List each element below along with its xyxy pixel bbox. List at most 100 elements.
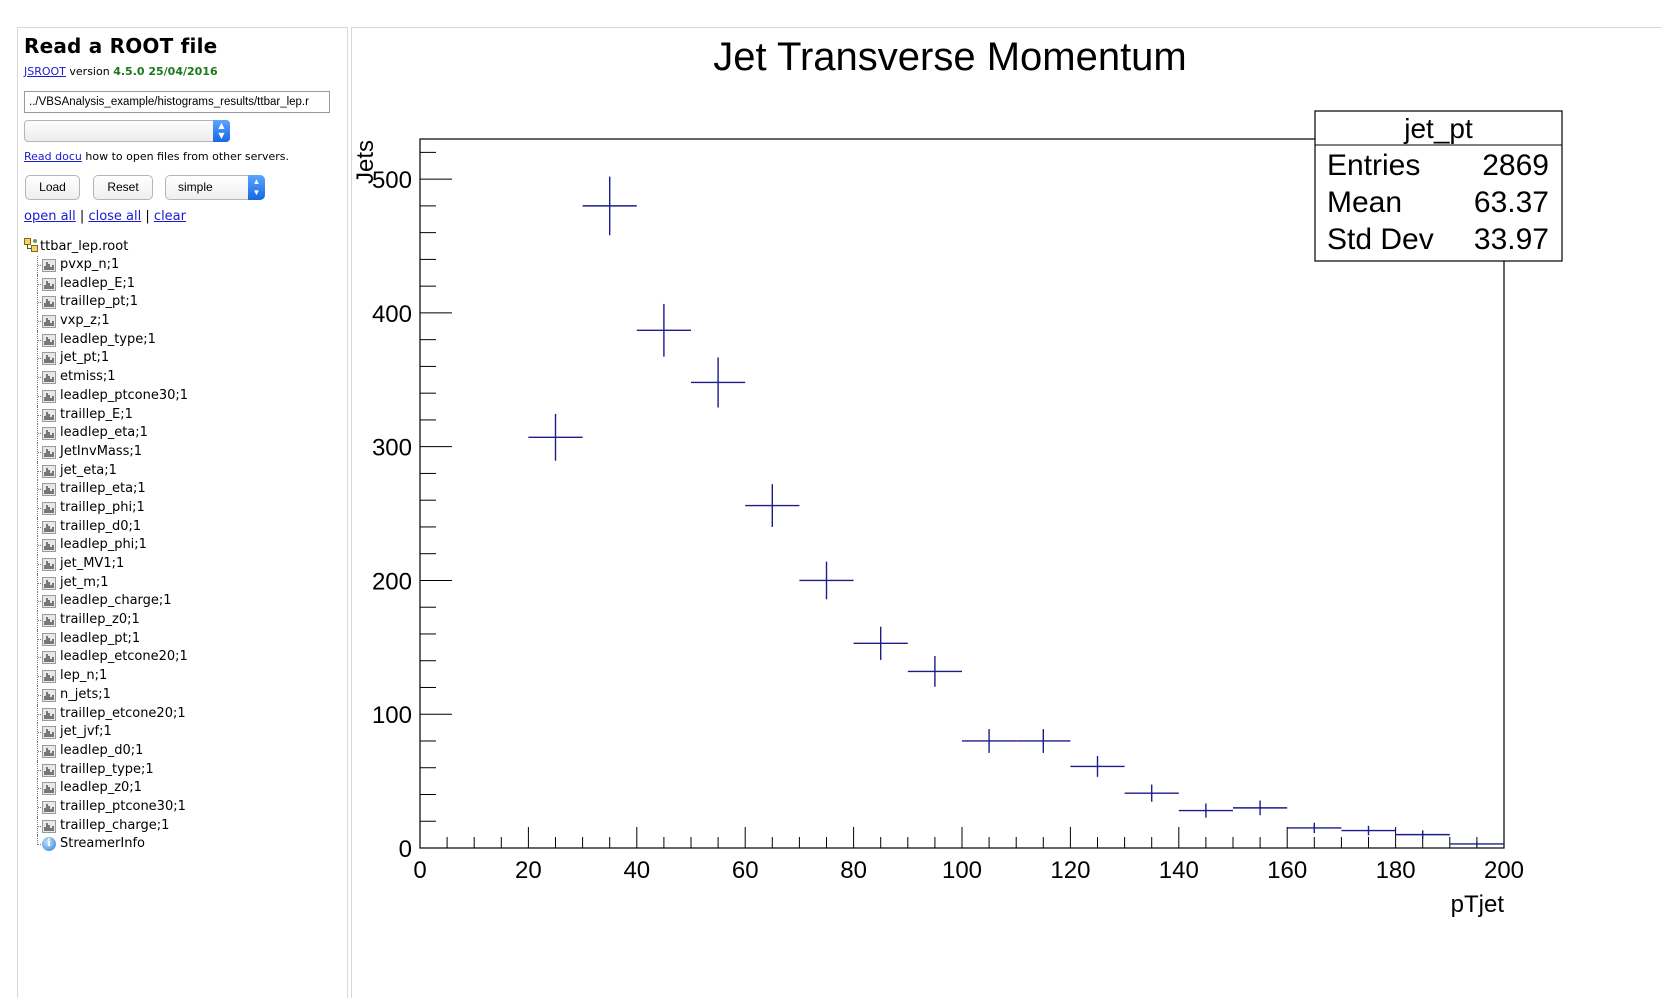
separator: | <box>145 209 150 224</box>
histogram-icon <box>42 259 56 272</box>
tree-item[interactable]: leadlep_phi;1 <box>24 536 188 555</box>
close-all-link[interactable]: close all <box>88 209 142 224</box>
histogram-icon <box>42 632 56 646</box>
tree-item-label: traillep_charge;1 <box>60 817 170 833</box>
tree-item[interactable]: n_jets;1 <box>24 685 188 705</box>
tree-item[interactable]: pvxp_n;1 <box>24 256 188 275</box>
data-point <box>1016 729 1071 753</box>
layout-select[interactable]: simple ▲ ▼ <box>165 175 265 200</box>
tree-item[interactable]: leadlep_etcone20;1 <box>24 648 188 668</box>
layout-select-value: simple <box>178 180 213 194</box>
tree-item[interactable]: traillep_type;1 <box>24 760 188 780</box>
tree-item-label: leadlep_z0;1 <box>60 780 142 796</box>
tree-item[interactable]: etmiss;1 <box>24 368 188 387</box>
clear-link[interactable]: clear <box>153 209 186 224</box>
tree-item[interactable]: JetInvMass;1 <box>24 442 188 462</box>
tree-item[interactable]: traillep_pt;1 <box>24 293 188 313</box>
tree-item[interactable]: leadlep_E;1 <box>24 274 188 294</box>
tree-root-file[interactable]: ttbar_lep.root <box>24 238 128 254</box>
version-line: JSROOT version 4.5.0 25/04/2016 <box>24 65 218 78</box>
x-tick-label: 180 <box>1376 857 1416 884</box>
tree-item[interactable]: jet_jvf;1 <box>24 723 188 742</box>
tree-item-label: traillep_pt;1 <box>60 294 138 310</box>
tree-item[interactable]: leadlep_charge;1 <box>24 592 188 612</box>
y-tick-label: 500 <box>372 167 412 194</box>
histogram-icon <box>42 726 56 740</box>
tree-item-label: traillep_eta;1 <box>60 481 146 497</box>
tree-item[interactable]: leadlep_z0;1 <box>24 779 188 798</box>
tree-root-label: ttbar_lep.root <box>40 239 129 254</box>
data-point <box>907 656 962 687</box>
histogram-icon <box>42 520 56 534</box>
x-tick-label: 20 <box>515 857 542 884</box>
tree-item[interactable]: traillep_etcone20;1 <box>24 704 188 724</box>
version-number: 4.5.0 25/04/2016 <box>113 65 218 78</box>
tree-item-label: JetInvMass;1 <box>60 443 143 459</box>
jsroot-link[interactable]: JSROOT <box>24 65 66 78</box>
reset-button[interactable]: Reset <box>93 175 153 200</box>
x-tick-label: 160 <box>1267 857 1307 884</box>
tree-item[interactable]: jet_MV1;1 <box>24 555 188 574</box>
tree-item[interactable]: traillep_eta;1 <box>24 480 188 499</box>
open-all-link[interactable]: open all <box>24 209 76 224</box>
stats-name: jet_pt <box>1403 113 1473 144</box>
tree-item[interactable]: jet_pt;1 <box>24 349 188 369</box>
tree-item[interactable]: traillep_phi;1 <box>24 498 188 518</box>
tree-item-label: leadlep_type;1 <box>60 331 156 347</box>
data-point <box>528 413 583 461</box>
tree-item[interactable]: leadlep_eta;1 <box>24 424 188 443</box>
stats-label: Mean <box>1327 186 1402 219</box>
histogram-icon <box>42 558 56 571</box>
tree-item[interactable]: leadlep_pt;1 <box>24 629 188 649</box>
histogram-icon <box>42 744 56 758</box>
tree-item-label: leadlep_charge;1 <box>60 593 172 609</box>
tree-item-label: leadlep_eta;1 <box>60 425 148 441</box>
histogram-chart[interactable]: Jet Transverse Momentum 0 20 40 60 80 100 120 14… <box>352 28 1662 998</box>
tree-item[interactable]: traillep_d0;1 <box>24 517 188 537</box>
read-docu-link[interactable]: Read docu <box>24 150 82 163</box>
tree-item[interactable]: vxp_z;1 <box>24 312 188 331</box>
file-url-input[interactable]: ../VBSAnalysis_example/histograms_result… <box>24 91 330 113</box>
server-select[interactable]: ▲ ▼ <box>24 120 230 142</box>
tree-item[interactable]: leadlep_type;1 <box>24 330 188 350</box>
file-browser-panel: Read a ROOT file JSROOT version 4.5.0 25… <box>17 27 348 998</box>
histogram-icon <box>42 445 56 459</box>
tree-item-streamerinfo[interactable]: i StreamerInfo <box>24 835 188 854</box>
tree-item[interactable]: leadlep_ptcone30;1 <box>24 386 188 406</box>
data-point <box>1233 800 1288 816</box>
histogram-icon <box>42 501 56 515</box>
tree-item-label: vxp_z;1 <box>60 313 110 329</box>
y-axis-label: Jets <box>352 140 379 184</box>
histogram-icon <box>42 595 56 609</box>
stats-label: Std Dev <box>1327 223 1434 256</box>
x-axis-label: pTjet <box>1451 891 1505 918</box>
histogram-icon <box>42 688 56 702</box>
x-tick-label: 80 <box>840 857 867 884</box>
x-tick-label: 60 <box>732 857 759 884</box>
tree-item[interactable]: lep_n;1 <box>24 667 188 686</box>
tree-item[interactable]: jet_m;1 <box>24 573 188 593</box>
histogram-icon <box>42 352 56 366</box>
load-button[interactable]: Load <box>25 175 80 200</box>
root-file-icon <box>24 238 38 252</box>
histogram-icon <box>42 614 56 628</box>
tree-item-label: n_jets;1 <box>60 686 111 702</box>
data-point <box>962 729 1017 753</box>
tree-item[interactable]: traillep_ptcone30;1 <box>24 797 188 817</box>
histogram-icon <box>42 408 56 422</box>
histogram-icon <box>42 539 56 553</box>
tree-item[interactable]: traillep_E;1 <box>24 405 188 425</box>
tree-item[interactable]: traillep_charge;1 <box>24 816 188 836</box>
tree-item[interactable]: traillep_z0;1 <box>24 611 188 630</box>
stats-label: Entries <box>1327 149 1420 182</box>
data-point <box>582 176 637 236</box>
histogram-icon <box>42 819 56 833</box>
data-point <box>1124 784 1179 802</box>
data-point <box>853 626 908 660</box>
x-tick-label: 200 <box>1484 857 1524 884</box>
tree-item[interactable]: leadlep_d0;1 <box>24 741 188 761</box>
tree-item-label: leadlep_phi;1 <box>60 537 147 553</box>
tree-item-label: StreamerInfo <box>60 836 145 852</box>
tree-item[interactable]: jet_eta;1 <box>24 461 188 481</box>
